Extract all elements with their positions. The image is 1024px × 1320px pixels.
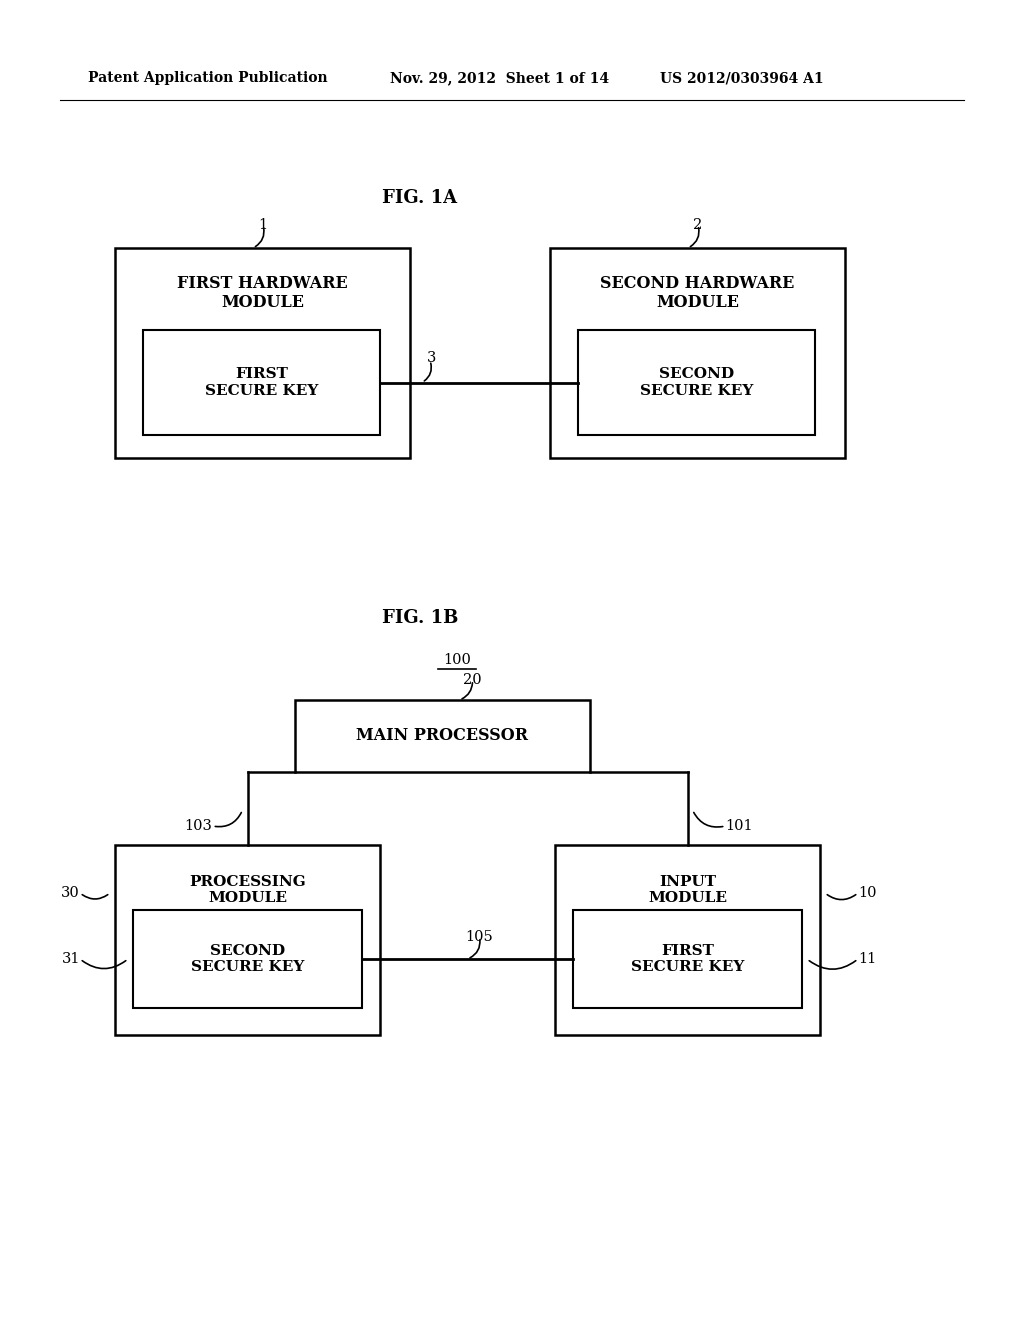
Text: SECOND
SECURE KEY: SECOND SECURE KEY: [190, 944, 304, 974]
Text: 10: 10: [858, 886, 877, 900]
Text: SECOND HARDWARE
MODULE: SECOND HARDWARE MODULE: [600, 275, 795, 312]
Text: 105: 105: [466, 931, 494, 944]
Text: SECOND
SECURE KEY: SECOND SECURE KEY: [640, 367, 754, 397]
Text: FIRST
SECURE KEY: FIRST SECURE KEY: [205, 367, 318, 397]
Text: 31: 31: [61, 952, 80, 966]
Bar: [295, 700, 590, 772]
Text: Patent Application Publication: Patent Application Publication: [88, 71, 328, 84]
Text: US 2012/0303964 A1: US 2012/0303964 A1: [660, 71, 823, 84]
Text: 103: 103: [184, 818, 213, 833]
Text: FIRST HARDWARE
MODULE: FIRST HARDWARE MODULE: [177, 275, 348, 312]
Bar: [555, 845, 820, 1035]
Text: 2: 2: [693, 218, 702, 232]
Text: 30: 30: [61, 886, 80, 900]
Bar: [573, 909, 802, 1008]
Text: FIRST
SECURE KEY: FIRST SECURE KEY: [631, 944, 744, 974]
Text: 11: 11: [858, 952, 877, 966]
Bar: [115, 845, 380, 1035]
Text: INPUT
MODULE: INPUT MODULE: [648, 875, 727, 906]
Text: MAIN PROCESSOR: MAIN PROCESSOR: [356, 727, 528, 744]
Text: 3: 3: [427, 351, 436, 364]
Text: 20: 20: [463, 673, 482, 686]
Text: PROCESSING
MODULE: PROCESSING MODULE: [189, 875, 306, 906]
Text: Nov. 29, 2012  Sheet 1 of 14: Nov. 29, 2012 Sheet 1 of 14: [390, 71, 609, 84]
Bar: [143, 330, 380, 436]
Text: 1: 1: [258, 218, 267, 232]
Text: 100: 100: [443, 653, 471, 667]
Bar: [550, 248, 845, 458]
Text: 101: 101: [725, 818, 753, 833]
Text: FIG. 1B: FIG. 1B: [382, 609, 458, 627]
Text: FIG. 1A: FIG. 1A: [382, 189, 458, 207]
Bar: [578, 330, 815, 436]
Bar: [115, 248, 410, 458]
Bar: [133, 909, 362, 1008]
